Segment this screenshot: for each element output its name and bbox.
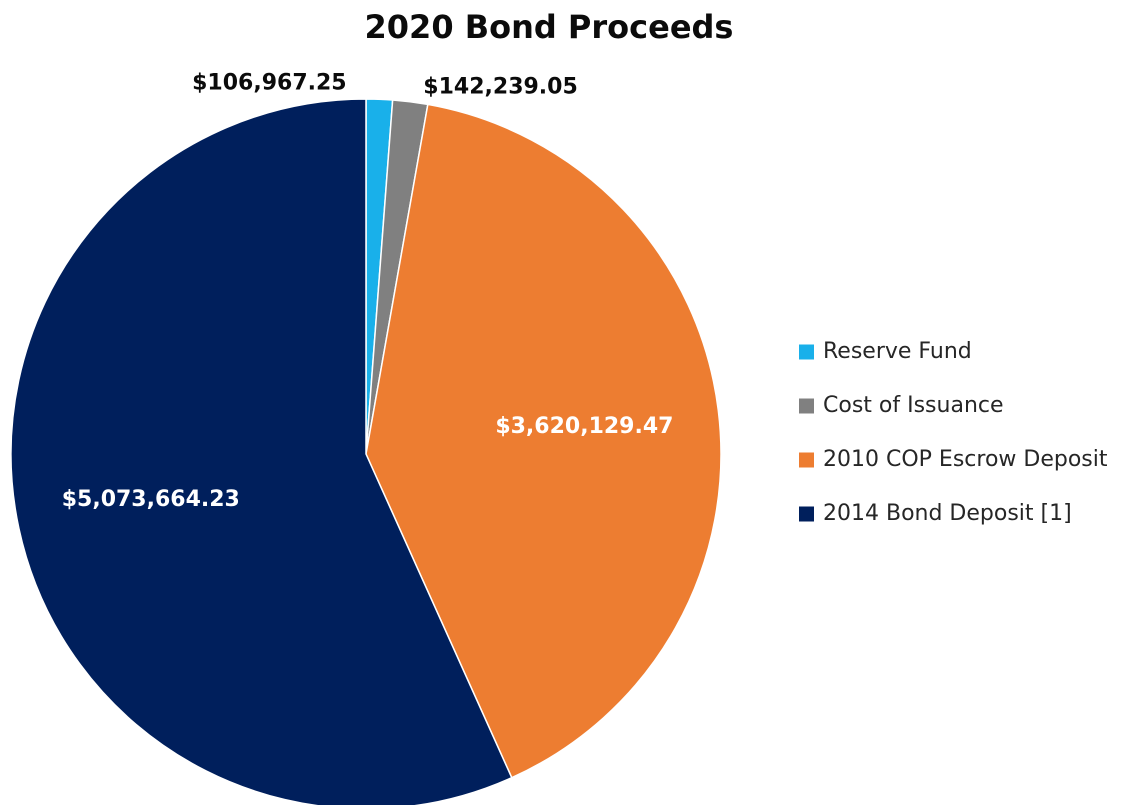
chart-title: 2020 Bond Proceeds (365, 8, 734, 46)
data-label-2010-cop-escrow-deposit: $3,620,129.47 (495, 414, 673, 439)
legend-label: 2010 COP Escrow Deposit (823, 447, 1108, 472)
data-label-cost-of-issuance: $142,239.05 (423, 75, 577, 100)
pie-slice-2014-bond-deposit-1 (10, 98, 513, 805)
legend-swatch (799, 398, 814, 414)
data-label-reserve-fund: $106,967.25 (192, 71, 346, 96)
legend-swatch (799, 452, 814, 468)
pie-slices (10, 98, 722, 805)
legend: Reserve Fund Cost of Issuance 2010 COP Esc… (799, 339, 1108, 526)
legend-item-cost-of-issuance: Cost of Issuance (799, 393, 1004, 418)
legend-swatch (799, 506, 814, 522)
legend-label: Cost of Issuance (823, 393, 1004, 418)
legend-label: Reserve Fund (823, 339, 972, 364)
legend-item-2014-bond-deposit-1: 2014 Bond Deposit [1] (799, 501, 1072, 526)
legend-swatch (799, 344, 814, 360)
legend-label: 2014 Bond Deposit [1] (823, 501, 1072, 526)
legend-item-reserve-fund: Reserve Fund (799, 339, 972, 364)
data-label-2014-bond-deposit-1: $5,073,664.23 (62, 487, 240, 512)
pie-slice-2010-cop-escrow-deposit (365, 103, 722, 779)
legend-item-2010-cop-escrow-deposit: 2010 COP Escrow Deposit (799, 447, 1108, 472)
data-labels: $106,967.25 $142,239.05 $3,620,129.47 $5,07… (62, 71, 674, 513)
